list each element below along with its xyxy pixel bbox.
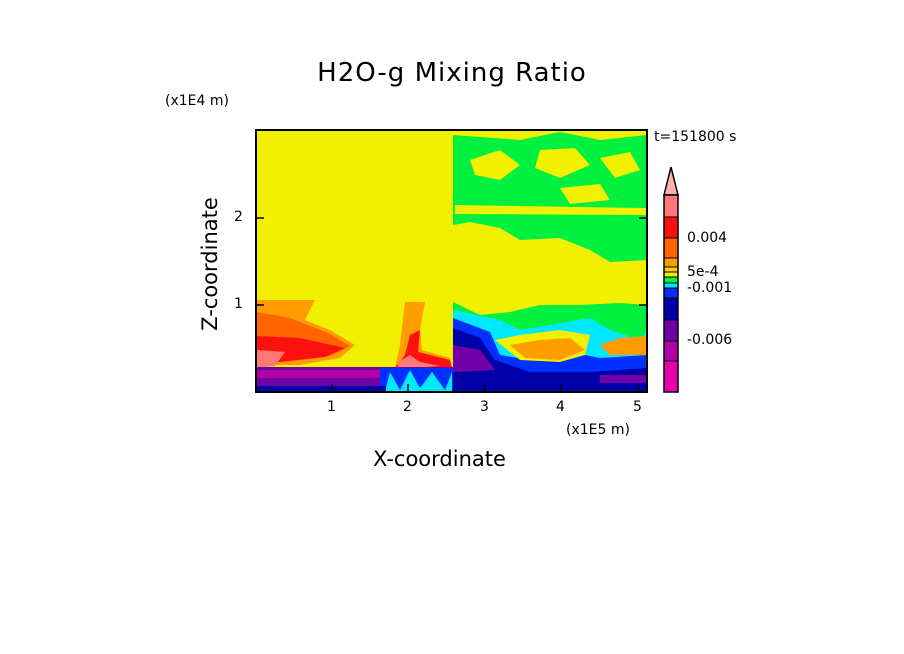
contour-region [510,338,585,360]
contour-region [535,148,590,178]
colorbar-segment [663,282,679,289]
contour-region [455,205,647,215]
colorbar-segment [663,360,679,393]
x-unit-label: (x1E5 m) [566,422,630,438]
contour-region [453,380,647,392]
contour-region [600,336,647,355]
colorbar-segment [663,271,679,278]
y-tick-label: 2 [234,209,243,225]
x-tick-label: 4 [556,399,565,415]
y-tick-label: 1 [234,296,243,312]
colorbar-label: 0.004 [687,230,728,246]
x-tick-label: 2 [403,399,412,415]
colorbar-segment [663,257,679,268]
contour-region [560,184,610,204]
axis-ticks [256,217,647,392]
contour-field [256,130,647,392]
colorbar-segment [663,216,679,239]
colorbar-frame [663,194,679,393]
colorbar [663,166,679,393]
contour-region [453,328,647,392]
colorbar-segment [663,297,679,321]
contour-region [385,370,452,392]
contour-region [600,375,647,383]
x-tick-label: 3 [480,399,489,415]
y-unit-label: (x1E4 m) [165,93,229,109]
contour-region [453,345,495,372]
x-axis-label: X-coordinate [373,447,506,471]
contour-region [256,386,386,392]
contour-region [470,150,520,180]
colorbar-segment [663,287,679,299]
time-label: t=151800 s [654,129,737,145]
chart-title: H2O-g Mixing Ratio [317,58,587,88]
contour-region [398,355,440,369]
colorbar-segment [663,237,679,259]
colorbar-extend-triangle [663,166,679,196]
colorbar-label: 5e-4 [687,264,719,280]
contour-region [256,350,285,368]
colorbar-label: -0.006 [687,332,733,348]
plot-frame [255,129,648,393]
x-tick-label: 5 [633,399,642,415]
contour-region [600,152,640,178]
x-tick-label: 1 [327,399,336,415]
colorbar-segment [663,266,679,273]
colorbar-segment [663,194,679,218]
colorbar-segment [663,319,679,342]
colorbar-segment [663,276,679,284]
colorbar-segment [663,340,679,362]
contour-region [256,370,386,378]
colorbar-label: -0.001 [687,280,733,296]
